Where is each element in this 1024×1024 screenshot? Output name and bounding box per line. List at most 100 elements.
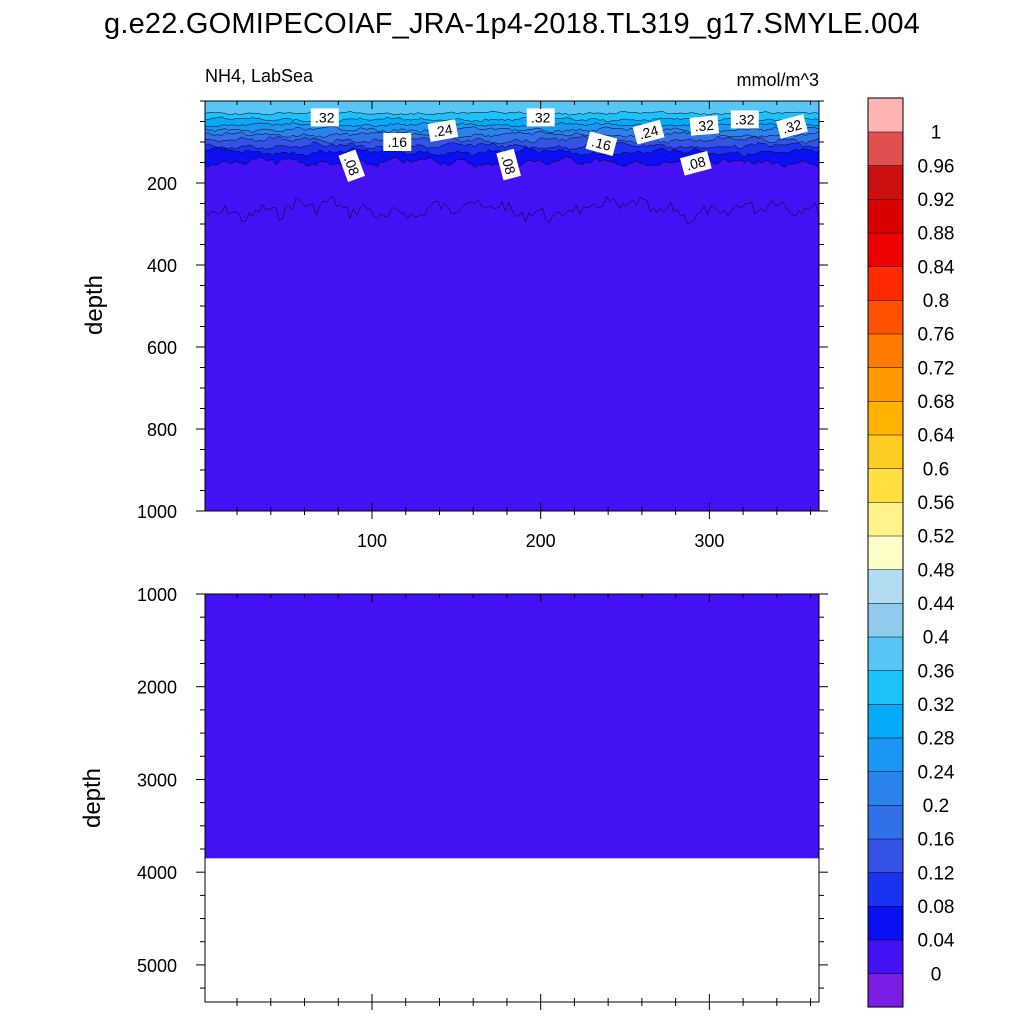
contour-label-text: .32 — [531, 109, 551, 125]
contour-label-bg — [310, 108, 339, 127]
contour-label: .24 — [427, 119, 459, 142]
colorbar-segment — [867, 468, 904, 503]
x-tick-label: 100 — [357, 531, 387, 551]
colorbar-segment — [867, 165, 904, 200]
colorbar-label: 0.68 — [918, 392, 955, 413]
contour-labels: .32 .32 .32 .32 .32 .24 .24 .16 .16 .08 .08 .08 — [310, 108, 808, 183]
top-panel-ticks: 100 200 300 200 400 600 800 1000 — [137, 100, 828, 551]
colorbar-label: 0.72 — [918, 358, 955, 379]
colorbar-segment — [867, 703, 904, 739]
colorbar-label: 1 — [931, 123, 942, 144]
x-tick-label: 200 — [526, 531, 556, 551]
colorbar-label: 0.76 — [918, 325, 955, 346]
colorbar-segment — [867, 232, 904, 267]
contour-label-text: .32 — [781, 116, 804, 137]
contour-label: .24 — [632, 119, 665, 145]
contour-label: .16 — [585, 131, 618, 156]
colorbar-segment — [867, 872, 904, 907]
colorbar-segment — [867, 198, 904, 234]
contour-label-bg — [730, 110, 759, 129]
colorbar-label: 0.96 — [918, 156, 955, 177]
colorbar-label: 0.6 — [923, 459, 949, 480]
colorbar-segment — [867, 602, 904, 638]
colorbar-label: 0.32 — [918, 695, 955, 716]
contour-label-bg — [585, 131, 618, 156]
colorbar: 0 0.04 0.08 0.12 0.16 0.2 0.24 0.28 0.32 0.36 0.4 0… — [867, 97, 955, 1008]
y-tick-label: 200 — [147, 174, 177, 194]
colorbar-label: 0.8 — [923, 291, 949, 312]
y-tick-label: 2000 — [137, 678, 177, 698]
colorbar-label: 0.44 — [918, 594, 955, 615]
colorbar-label: 0.84 — [918, 257, 955, 278]
contour-label: .16 — [383, 133, 412, 151]
colorbar-segment — [867, 939, 904, 974]
colorbar-label: 0.48 — [918, 560, 955, 581]
contour-label: .32 — [526, 108, 555, 127]
contour-label-bg — [526, 108, 555, 127]
colorbar-label: 0.04 — [918, 931, 955, 952]
contour-label-text: .16 — [590, 133, 613, 154]
y-tick-label: 1000 — [137, 585, 177, 605]
contour-label-text: .16 — [388, 134, 408, 150]
y-tick-label: 600 — [147, 338, 177, 358]
contour-band — [204, 100, 820, 116]
colorbar-segment — [867, 771, 904, 806]
contour-label: .08 — [338, 149, 365, 183]
colorbar-segment — [867, 367, 904, 402]
contour-label-text: .24 — [432, 121, 454, 140]
colorbar-label: 0.2 — [923, 796, 949, 817]
colorbar-segment — [867, 569, 904, 604]
chart-title: g.e22.GOMIPECOIAF_JRA-1p4-2018.TL319_g17… — [104, 8, 920, 40]
contour-label-text: .32 — [694, 117, 715, 135]
contour-label-bg — [776, 114, 808, 139]
contour-label-text: .08 — [341, 154, 363, 178]
colorbar-label: 0.08 — [918, 897, 955, 918]
contour-label-bg — [427, 119, 459, 142]
colorbar-segment — [867, 636, 904, 671]
colorbar-label: 0.56 — [918, 493, 955, 514]
colorbar-label: 0.4 — [923, 628, 950, 649]
colorbar-label: 0.12 — [918, 863, 955, 884]
colorbar-segment — [867, 535, 904, 570]
colorbar-segment — [867, 737, 904, 772]
bottom-panel-ticks: 1000 2000 3000 4000 5000 — [137, 585, 828, 1010]
colorbar-segment — [867, 333, 904, 368]
colorbar-label: 0.24 — [918, 762, 955, 783]
contour-label-text: .08 — [684, 153, 707, 174]
colorbar-segment — [867, 400, 904, 436]
panel-left-label: NH4, LabSea — [205, 66, 314, 86]
colorbar-label: 0 — [931, 964, 942, 985]
colorbar-label: 0.28 — [918, 729, 955, 750]
contour-label-bg — [496, 148, 521, 181]
colorbar-label: 0.88 — [918, 224, 955, 245]
colorbar-label: 0.52 — [918, 527, 955, 548]
contour-label-text: .24 — [637, 122, 660, 143]
colorbar-segment — [867, 838, 904, 873]
contour-label: .32 — [310, 108, 339, 127]
colorbar-segment — [867, 97, 904, 133]
y-tick-label: 1000 — [137, 502, 177, 522]
y-tick-label: 5000 — [137, 956, 177, 976]
contour-label: .32 — [689, 115, 720, 136]
bottom-panel-fill — [205, 594, 819, 859]
colorbar-segment — [867, 299, 904, 335]
x-tick-label: 300 — [694, 531, 724, 551]
colorbar-segment — [867, 131, 904, 166]
colorbar-segment — [867, 973, 904, 1008]
colorbar-segment — [867, 905, 904, 941]
contour-label: .32 — [776, 114, 808, 139]
y-tick-label: 400 — [147, 256, 177, 276]
contour-label-bg — [383, 133, 412, 151]
contour-label-bg — [680, 151, 712, 176]
colorbar-segment — [867, 501, 904, 537]
contour-label: .08 — [680, 151, 712, 176]
colorbar-segment — [867, 434, 904, 469]
top-ylabel: depth — [81, 275, 108, 335]
colorbar-label: 0.36 — [918, 661, 955, 682]
colorbar-label: 0.92 — [918, 190, 955, 211]
colorbar-frame — [867, 97, 904, 1008]
contour-label: .08 — [496, 148, 521, 181]
bottom-panel-frame — [204, 593, 820, 1003]
y-tick-label: 800 — [147, 420, 177, 440]
